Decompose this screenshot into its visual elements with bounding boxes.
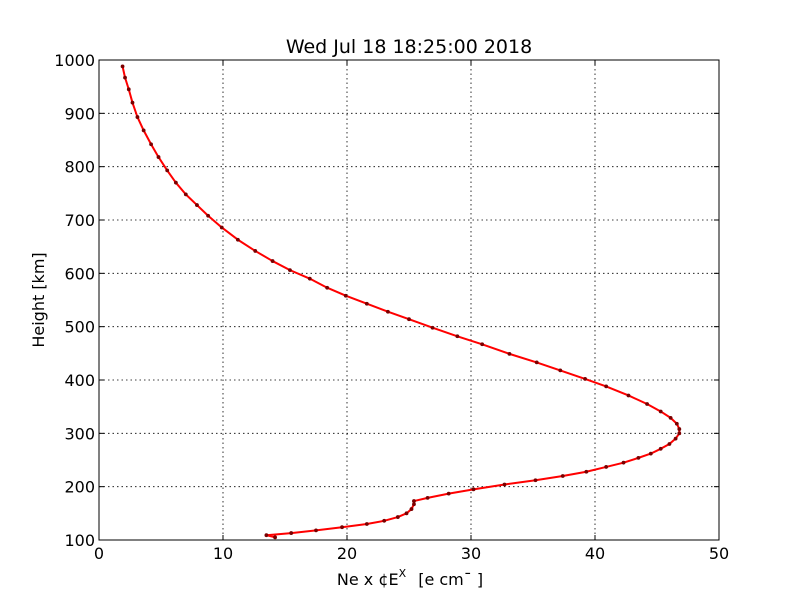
data-point (325, 285, 330, 290)
data-point (412, 502, 416, 507)
data-point (404, 511, 409, 516)
data-point (583, 377, 587, 381)
data-point (273, 535, 277, 540)
y-tick-label: 1000 (54, 51, 95, 70)
data-point (658, 409, 663, 414)
data-point (156, 155, 161, 159)
data-point (455, 334, 460, 339)
x-tick-label: 40 (585, 544, 605, 563)
y-tick-label: 400 (64, 371, 95, 390)
data-point (674, 421, 679, 426)
data-point (412, 499, 416, 503)
data-point (658, 446, 663, 451)
x-tick-label: 50 (709, 544, 729, 563)
data-point (219, 225, 224, 230)
data-point (507, 351, 512, 356)
series-line (121, 66, 681, 539)
data-point (604, 465, 609, 469)
data-point (409, 507, 414, 511)
data-point (183, 192, 188, 197)
data-point (289, 531, 294, 535)
data-point (130, 100, 135, 105)
y-tick-label: 900 (64, 104, 95, 123)
data-point (264, 533, 269, 538)
data-point (621, 460, 626, 465)
y-tick-label: 100 (64, 531, 95, 550)
data-point (386, 309, 390, 314)
data-point (307, 276, 312, 281)
x-axis-label: Ne x ¢EX [e cm¯ ] (337, 567, 483, 589)
data-point (534, 360, 539, 365)
data-point (645, 402, 649, 406)
x-axis-label-main: Ne x ¢E (337, 570, 399, 589)
data-point (425, 495, 430, 500)
data-point (364, 301, 369, 306)
data-point (195, 203, 199, 207)
y-axis-label: Height [km] (29, 252, 48, 347)
y-tick-label: 800 (64, 158, 95, 177)
data-point (340, 525, 344, 530)
data-point (604, 384, 609, 389)
data-point (677, 427, 682, 431)
data-point (677, 431, 682, 436)
data-point (270, 259, 275, 263)
data-point (149, 142, 153, 147)
y-tick-label: 600 (64, 264, 95, 283)
data-point (235, 237, 240, 242)
y-tick-label: 300 (64, 424, 95, 443)
data-point (446, 491, 451, 496)
data-point (668, 415, 673, 420)
x-tick-label: 30 (461, 544, 481, 563)
data-point (165, 168, 170, 173)
data-point (673, 436, 678, 441)
data-point (648, 451, 653, 456)
data-point (173, 180, 178, 185)
data-point (636, 455, 641, 460)
y-tick-label: 500 (64, 318, 95, 337)
data-point (343, 293, 348, 298)
x-axis-label-units: [e cm¯ ] (418, 570, 483, 589)
data-point (288, 268, 292, 273)
data-point (626, 393, 631, 398)
data-point (480, 342, 485, 347)
data-point (502, 482, 507, 487)
x-tick-label: 0 (94, 544, 104, 563)
plot-area-frame (98, 59, 720, 541)
data-point (430, 325, 435, 330)
data-point (253, 249, 258, 253)
data-point (314, 528, 318, 533)
x-axis-label-superscript: X (399, 567, 407, 580)
data-point (120, 64, 125, 69)
y-tick-label: 200 (64, 478, 95, 497)
data-point (667, 442, 672, 446)
data-point (471, 487, 476, 492)
data-point (533, 478, 538, 483)
data-point (395, 515, 400, 519)
x-tick-label: 10 (213, 544, 233, 563)
data-point (560, 474, 565, 478)
data-point (382, 518, 387, 523)
data-point (123, 75, 127, 80)
grid-lines (99, 60, 719, 540)
data-point (584, 469, 589, 474)
chart-title: Wed Jul 18 18:25:00 2018 (286, 36, 532, 58)
data-point (126, 87, 131, 92)
data-point (206, 213, 211, 218)
data-point (364, 522, 369, 526)
data-point (141, 128, 146, 133)
data-point (407, 317, 411, 322)
data-point (558, 368, 563, 373)
y-tick-label: 700 (64, 211, 95, 230)
axis-ticks: 0 10 20 30 40 50 100 200 300 400 500 600 700 800 900 10… (54, 51, 729, 563)
data-point (135, 115, 140, 119)
x-tick-label: 20 (337, 544, 357, 563)
data-series (120, 64, 682, 540)
